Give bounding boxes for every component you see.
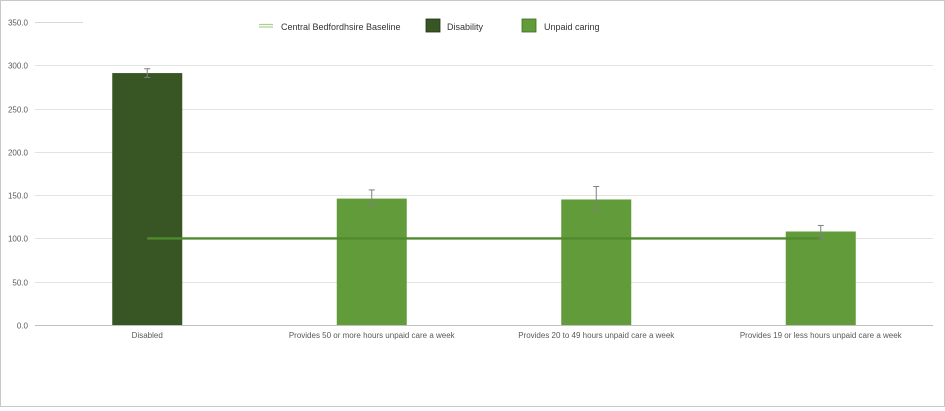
y-tick-label: 100.0 <box>8 235 29 244</box>
error-bars <box>144 68 824 239</box>
bars <box>112 73 856 325</box>
bar <box>336 198 407 325</box>
y-tick-label: 300.0 <box>8 62 29 71</box>
legend-baseline-label: Central Bedfordhsire Baseline <box>281 22 401 32</box>
bar <box>785 231 856 325</box>
legend: Central Bedfordhsire Baseline Disability… <box>259 18 600 33</box>
legend-caring-swatch <box>521 18 537 33</box>
x-axis-labels: Disabled Provides 50 or more hours unpaid… <box>132 331 903 340</box>
y-tick-label: 350.0 <box>8 19 29 28</box>
y-tick-label: 50.0 <box>12 279 28 288</box>
y-tick-label: 150.0 <box>8 192 29 201</box>
legend-item-disability: Disability <box>425 18 484 33</box>
x-tick-label: Provides 19 or less hours unpaid care a … <box>740 331 903 340</box>
legend-disability-label: Disability <box>447 22 484 32</box>
bar <box>112 73 183 325</box>
legend-disability-swatch <box>425 18 441 33</box>
y-tick-label: 0.0 <box>17 322 29 331</box>
legend-caring-label: Unpaid caring <box>544 22 600 32</box>
legend-item-baseline: Central Bedfordhsire Baseline <box>259 22 401 32</box>
y-tick-label: 200.0 <box>8 149 29 158</box>
y-tick-label: 250.0 <box>8 106 29 115</box>
y-axis-ticks: 0.0 50.0 100.0 150.0 200.0 250.0 300.0 350.0 <box>8 19 29 331</box>
x-tick-label: Provides 20 to 49 hours unpaid care a we… <box>518 331 675 340</box>
legend-item-unpaid-caring: Unpaid caring <box>521 18 600 33</box>
x-tick-label: Provides 50 or more hours unpaid care a … <box>289 331 456 340</box>
x-tick-label: Disabled <box>132 331 163 340</box>
bar <box>561 199 632 325</box>
